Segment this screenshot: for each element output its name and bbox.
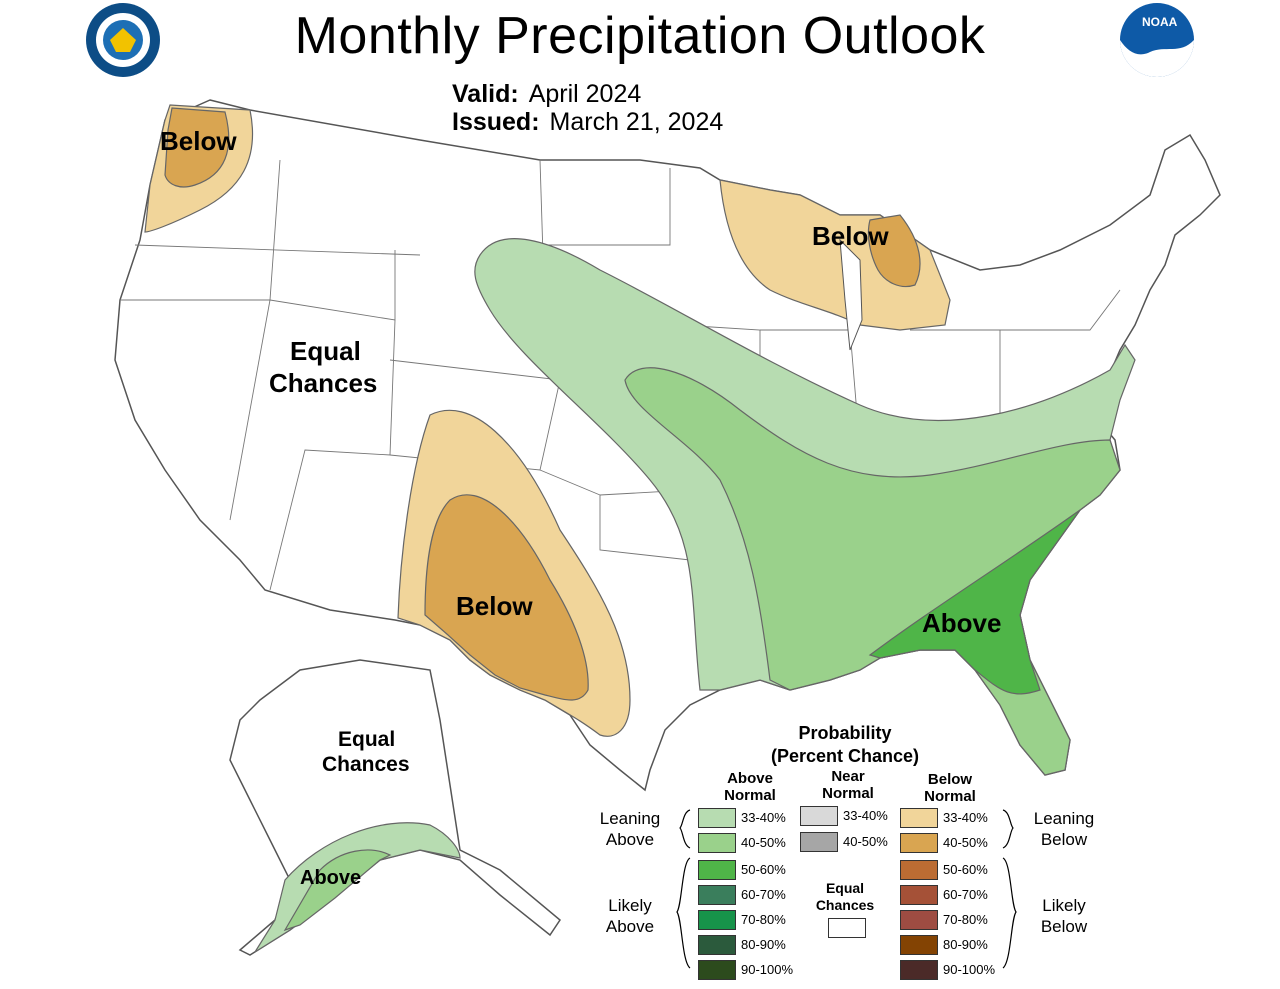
above-swatch [698, 808, 736, 828]
above-swatch [698, 885, 736, 905]
swatch-equal [828, 918, 866, 938]
pnw-below-40-50-zone [164, 107, 230, 188]
above-swatch-label: 50-60% [741, 862, 786, 877]
above-swatch-label: 90-100% [741, 962, 794, 977]
above-swatch-label: 33-40% [741, 810, 786, 825]
below-swatch [900, 910, 938, 930]
leaning-below-label: Leaning Below [1033, 809, 1095, 849]
above-swatch-label: 60-70% [741, 887, 786, 902]
alaska-above-33-40-zone [254, 822, 461, 953]
leaning-above-label: Leaning Above [599, 809, 661, 849]
above-head-2: Normal [724, 787, 776, 804]
great-lakes-below-33-40-zone [719, 179, 951, 331]
below-swatch [900, 960, 938, 980]
below-swatch-label: 90-100% [943, 962, 996, 977]
above-swatch [698, 910, 736, 930]
valid-value: April 2024 [528, 80, 642, 108]
near-swatch [800, 832, 838, 852]
near-swatch [800, 806, 838, 826]
page-title: Monthly Precipitation Outlook [294, 7, 986, 65]
above-swatch [698, 960, 736, 980]
likely-above-label: Likely Above [605, 896, 655, 936]
label-ak-equal-line2: Chances [322, 753, 410, 776]
likely-below-label: Likely Below [1040, 896, 1088, 936]
above-swatch-label: 40-50% [741, 835, 786, 850]
noaa-logo-icon: NOAA [1120, 3, 1194, 77]
above-swatch [698, 935, 736, 955]
equal-chances-head: Equal Chances [815, 880, 875, 913]
label-pnw-below: Below [160, 126, 237, 156]
doc-seal-icon [86, 3, 160, 77]
valid-row: Valid: April 2024 [452, 80, 641, 109]
near-swatch-label: 40-50% [843, 834, 888, 849]
near-head-2: Normal [822, 785, 874, 802]
lake-michigan [839, 238, 863, 351]
legend-title-line1: Probability [798, 723, 892, 743]
label-equal-line1: Equal [290, 336, 361, 366]
alaska-above-40-50-zone [283, 849, 392, 932]
below-swatch [900, 833, 938, 853]
label-equal-line2: Chances [269, 368, 377, 398]
above-swatch-label: 80-90% [741, 937, 786, 952]
above-swatch-label: 70-80% [741, 912, 786, 927]
label-ak-equal-line1: Equal [338, 728, 395, 751]
below-swatch-label: 80-90% [943, 937, 988, 952]
below-swatch-label: 70-80% [943, 912, 988, 927]
label-ak-above: Above [300, 867, 361, 889]
issued-label: Issued: [452, 108, 540, 136]
below-swatch [900, 885, 938, 905]
below-swatch [900, 808, 938, 828]
near-swatch-label: 33-40% [843, 808, 888, 823]
below-swatch-label: 60-70% [943, 887, 988, 902]
issued-row: Issued: March 21, 2024 [452, 108, 723, 137]
above-swatch [698, 833, 736, 853]
near-head-1: Near [831, 768, 865, 785]
below-head-2: Normal [924, 788, 976, 805]
above-likely-50-60-zone [868, 509, 1081, 695]
great-lakes-below-40-50-zone [867, 214, 921, 288]
below-swatch [900, 860, 938, 880]
below-swatch-label: 40-50% [943, 835, 988, 850]
label-great-lakes-below: Below [812, 221, 889, 251]
valid-label: Valid: [452, 80, 519, 108]
svg-text:NOAA: NOAA [1142, 15, 1178, 29]
legend-title: Probability (Percent Chance) [740, 722, 950, 768]
above-normal-head: Above Normal [710, 770, 790, 804]
legend-title-line2: (Percent Chance) [770, 746, 920, 766]
label-sw-below: Below [456, 591, 533, 621]
near-normal-head: Near Normal [808, 768, 888, 802]
below-normal-head: Below Normal [910, 771, 990, 805]
sw-below-40-50-zone [424, 494, 589, 701]
above-head-1: Above [727, 770, 773, 787]
label-se-above: Above [922, 608, 1001, 638]
below-swatch-label: 50-60% [943, 862, 988, 877]
below-swatch-label: 33-40% [943, 810, 988, 825]
below-swatch [900, 935, 938, 955]
below-head-1: Below [927, 771, 973, 788]
above-swatch [698, 860, 736, 880]
issued-value: March 21, 2024 [549, 108, 724, 136]
